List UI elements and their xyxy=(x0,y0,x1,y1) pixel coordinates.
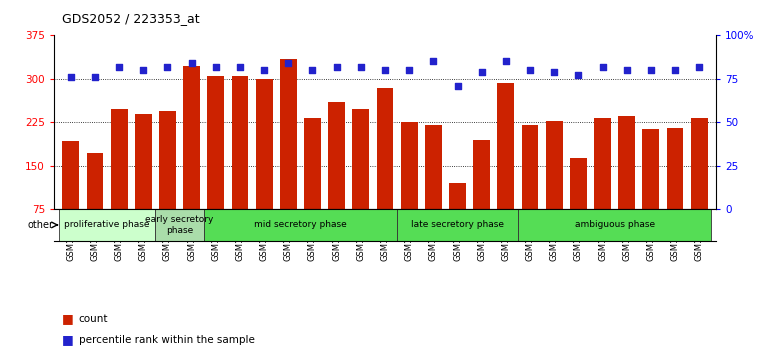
Bar xyxy=(521,125,538,252)
Point xyxy=(209,64,222,69)
Point xyxy=(476,69,488,75)
Point xyxy=(524,67,536,73)
Text: ambiguous phase: ambiguous phase xyxy=(574,221,654,229)
Point xyxy=(186,61,198,66)
Bar xyxy=(618,116,635,252)
Point xyxy=(65,74,77,80)
Bar xyxy=(594,118,611,252)
Point xyxy=(451,83,464,88)
Text: count: count xyxy=(79,314,108,324)
Point xyxy=(572,73,584,78)
Text: mid secretory phase: mid secretory phase xyxy=(254,221,346,229)
Point xyxy=(162,64,174,69)
Point xyxy=(306,67,319,73)
Bar xyxy=(642,129,659,252)
Bar xyxy=(62,141,79,252)
Bar xyxy=(667,128,684,252)
Bar xyxy=(570,158,587,252)
Text: proliferative phase: proliferative phase xyxy=(65,221,150,229)
Bar xyxy=(474,139,490,252)
Bar xyxy=(159,111,176,252)
Bar xyxy=(304,118,321,252)
Point xyxy=(644,67,657,73)
Bar xyxy=(86,153,103,252)
Text: percentile rank within the sample: percentile rank within the sample xyxy=(79,335,254,345)
Text: ■: ■ xyxy=(62,312,73,325)
Point xyxy=(669,67,681,73)
Bar xyxy=(111,109,128,252)
Text: GDS2052 / 223353_at: GDS2052 / 223353_at xyxy=(62,12,199,25)
Bar xyxy=(280,58,296,252)
Text: ■: ■ xyxy=(62,333,73,346)
Point xyxy=(137,67,149,73)
Bar xyxy=(400,122,417,252)
Point xyxy=(403,67,415,73)
Point xyxy=(427,59,440,64)
Bar xyxy=(377,87,393,252)
Bar xyxy=(497,84,514,252)
Bar xyxy=(156,209,204,241)
Bar xyxy=(256,79,273,252)
Bar xyxy=(135,114,152,252)
Point xyxy=(596,64,608,69)
Point xyxy=(355,64,367,69)
Point xyxy=(258,67,270,73)
Bar xyxy=(59,209,156,241)
Bar xyxy=(691,118,708,252)
Bar xyxy=(353,109,370,252)
Point xyxy=(693,64,705,69)
Text: late secretory phase: late secretory phase xyxy=(411,221,504,229)
Point xyxy=(282,61,294,66)
Text: early secretory
phase: early secretory phase xyxy=(146,215,214,235)
Point xyxy=(379,67,391,73)
Bar xyxy=(425,125,442,252)
Point xyxy=(621,67,633,73)
Bar xyxy=(204,209,397,241)
Bar xyxy=(232,76,249,252)
Point xyxy=(548,69,561,75)
Text: other: other xyxy=(28,220,53,230)
Bar xyxy=(397,209,518,241)
Bar xyxy=(518,209,711,241)
Bar xyxy=(328,102,345,252)
Bar xyxy=(546,120,563,252)
Point xyxy=(234,64,246,69)
Point xyxy=(89,74,101,80)
Bar xyxy=(449,183,466,252)
Point xyxy=(500,59,512,64)
Bar xyxy=(183,65,200,252)
Point xyxy=(330,64,343,69)
Bar xyxy=(207,76,224,252)
Point xyxy=(113,64,126,69)
